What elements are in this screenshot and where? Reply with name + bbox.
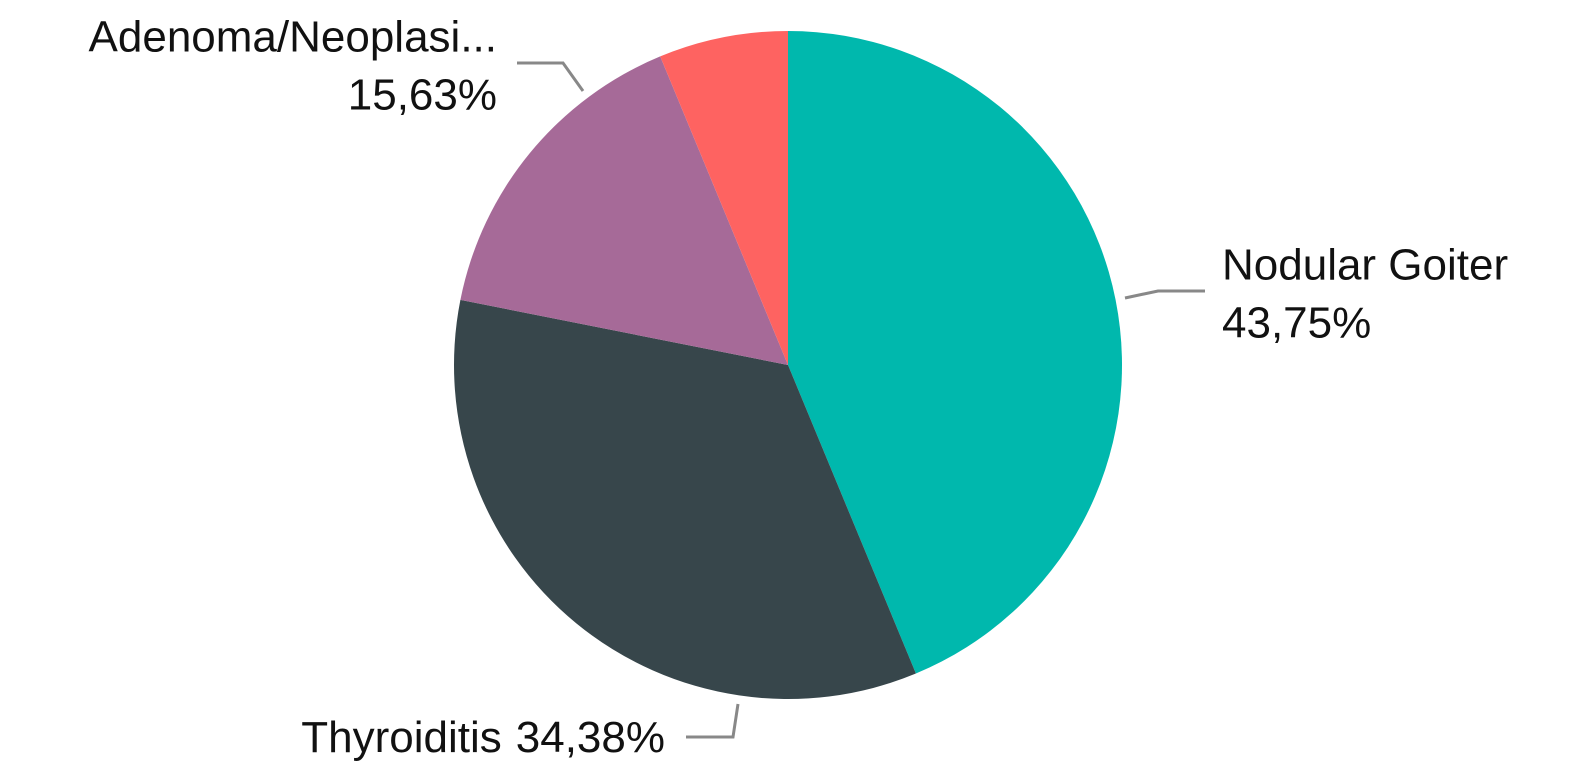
pie-slice [454,299,916,699]
slice-value-label: 34,38% [516,713,665,762]
slice-label: Adenoma/Neoplasi... [89,13,497,62]
slice-label: Nodular Goiter [1222,241,1508,290]
pie-slice [660,31,788,365]
leader-line [517,61,585,92]
slice-value-label: 15,63% [348,71,497,120]
slice-value-label: 43,75% [1222,299,1371,348]
leader-line [686,703,740,739]
pie-slice [460,56,788,365]
pie-slice [788,31,1123,674]
slice-name: Thyroiditis [301,713,502,762]
slice-label: Thyroiditis 34,38% [301,713,665,762]
slices [454,31,1123,699]
leader-line [1124,289,1205,300]
